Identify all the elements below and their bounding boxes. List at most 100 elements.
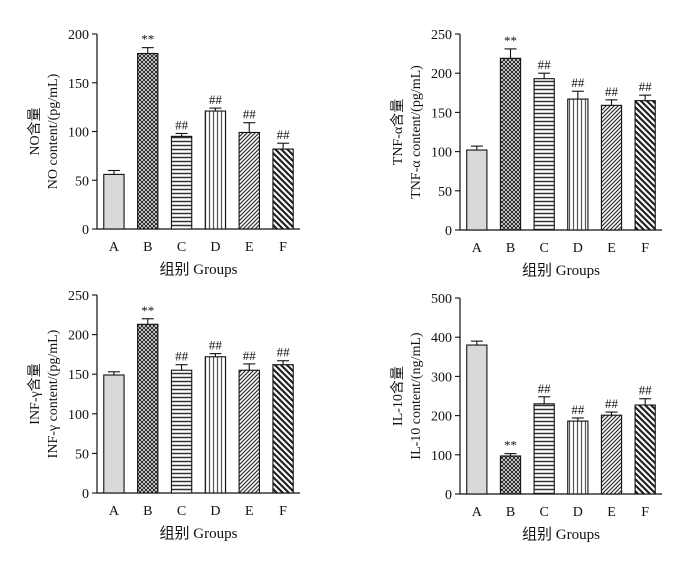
y-tick-label: 500: [431, 292, 452, 307]
significance-label: ##: [571, 75, 585, 90]
y-tick-label: 200: [431, 67, 452, 82]
bar-D: [204, 356, 227, 494]
significance-label: ##: [175, 117, 189, 132]
y-tick-label: 150: [68, 368, 89, 383]
bar-C: [533, 403, 555, 495]
significance-label: **: [141, 32, 154, 47]
bar-A: [466, 149, 488, 231]
x-tick-label: B: [506, 505, 515, 520]
significance-label: ##: [538, 381, 552, 396]
x-tick-label: E: [607, 241, 616, 256]
x-tick-label: D: [210, 240, 220, 255]
bar-F: [272, 364, 294, 494]
bar-C: [170, 135, 193, 230]
bar-D: [567, 420, 589, 495]
x-tick-label: A: [109, 504, 120, 519]
significance-label: ##: [571, 402, 585, 417]
y-tick-label: 250: [431, 28, 452, 43]
y-tick-label: 400: [431, 331, 452, 346]
y-tick-label: 50: [438, 185, 452, 200]
x-tick-label: A: [472, 241, 483, 256]
y-axis-title-en: IL-10 content/(ng/mL): [409, 332, 424, 459]
x-tick-label: B: [506, 241, 515, 256]
bar-C: [533, 78, 555, 231]
x-tick-label: D: [210, 504, 220, 519]
x-tick-label: C: [177, 240, 186, 255]
x-axis-title: 组别 Groups: [160, 261, 238, 278]
bar-A: [103, 374, 125, 494]
x-tick-label: E: [245, 240, 254, 255]
y-tick-label: 0: [445, 488, 452, 503]
x-tick-label: A: [109, 240, 120, 255]
bar-E: [238, 369, 260, 494]
bar-B: [137, 52, 159, 230]
y-tick-label: 200: [68, 28, 89, 43]
significance-label: **: [141, 303, 154, 318]
y-axis-title-en: NO content/(pg/mL): [46, 73, 61, 189]
x-tick-label: E: [245, 504, 254, 519]
y-tick-label: 0: [82, 223, 89, 238]
x-tick-label: F: [641, 241, 649, 256]
y-axis-title-cn: INF-γ含量: [27, 363, 43, 424]
y-tick-label: 200: [431, 410, 452, 425]
y-tick-label: 0: [82, 487, 89, 502]
bar-A: [466, 344, 488, 495]
x-tick-label: C: [177, 504, 186, 519]
significance-label: ##: [209, 92, 223, 107]
y-tick-label: 150: [431, 106, 452, 121]
x-axis-title: 组别 Groups: [522, 526, 600, 543]
x-tick-label: B: [143, 504, 152, 519]
y-axis-title-en: TNF-α content/(pg/mL): [409, 65, 424, 199]
y-tick-label: 150: [68, 77, 89, 92]
chart-panel-1: 0 50 100 150 200 A ** B ## C ## D ## E ## F 组别 Groups NO含…: [27, 28, 300, 278]
x-tick-label: D: [573, 505, 583, 520]
y-axis-title-cn: TNF-α含量: [390, 99, 406, 165]
significance-label: ##: [243, 348, 257, 363]
chart-panel-4: 0 100 200 300 400 500 A ** B ## C ## D ## E ## F 组别 Group…: [390, 292, 662, 543]
y-axis-title-en: INF-γ content/(pg/mL): [46, 329, 61, 458]
bar-E: [600, 414, 623, 495]
y-tick-label: 250: [68, 289, 89, 304]
x-tick-label: D: [573, 241, 583, 256]
y-tick-label: 100: [431, 146, 452, 161]
bar-A: [103, 173, 125, 230]
significance-label: ##: [639, 79, 653, 94]
y-tick-label: 50: [75, 447, 89, 462]
significance-label: ##: [605, 84, 619, 99]
bar-E: [600, 104, 623, 231]
x-tick-label: F: [279, 240, 287, 255]
bar-F: [634, 100, 656, 231]
x-tick-label: B: [143, 240, 152, 255]
y-tick-label: 300: [431, 370, 452, 385]
y-axis-title-cn: IL-10含量: [390, 366, 406, 426]
x-tick-label: A: [472, 505, 483, 520]
significance-label: ##: [538, 57, 552, 72]
significance-label: ##: [605, 396, 619, 411]
significance-label: ##: [277, 127, 291, 142]
bar-B: [499, 57, 522, 231]
x-axis-title: 组别 Groups: [160, 525, 238, 542]
x-tick-label: F: [279, 504, 287, 519]
significance-label: ##: [209, 338, 223, 353]
significance-label: **: [504, 438, 517, 453]
bar-B: [499, 455, 522, 495]
y-tick-label: 100: [431, 449, 452, 464]
bar-B: [137, 323, 159, 494]
x-tick-label: E: [607, 505, 616, 520]
significance-label: ##: [243, 107, 257, 122]
y-tick-label: 0: [445, 224, 452, 239]
x-tick-label: C: [539, 505, 548, 520]
x-tick-label: C: [539, 241, 548, 256]
y-tick-label: 200: [68, 329, 89, 344]
significance-label: ##: [175, 349, 189, 364]
bar-E: [238, 131, 260, 230]
bar-C: [170, 369, 193, 494]
chart-panel-3: 0 50 100 150 200 250 A ** B ## C ## D ## E ## F 组别 Groups…: [27, 289, 300, 542]
chart-panel-2: 0 50 100 150 200 250 A ** B ## C ## D ## E ## F 组别 Groups…: [390, 28, 662, 279]
bar-D: [204, 110, 227, 230]
x-axis-title: 组别 Groups: [522, 262, 600, 279]
bar-F: [272, 148, 294, 230]
significance-label: **: [504, 33, 517, 48]
